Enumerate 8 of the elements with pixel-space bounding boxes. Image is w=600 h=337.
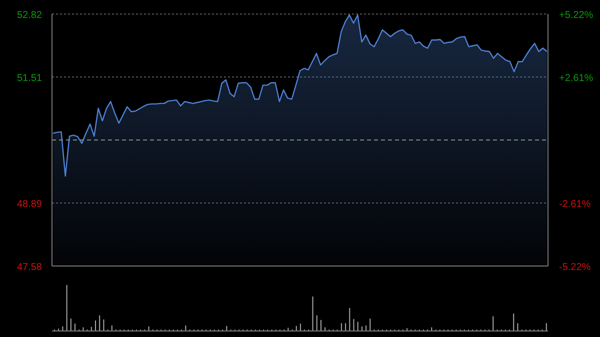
y-tick-label: 52.82 [16,10,42,21]
y-tick-label: 47.58 [16,262,42,273]
y-tick-label: 48.89 [16,199,42,210]
y-tick-label: 51.51 [16,73,42,84]
y2-tick-label: +2.61% [559,73,594,84]
y2-tick-label: -5.22% [559,262,591,273]
y2-tick-label: -2.61% [559,199,591,210]
y2-tick-label: +5.22% [559,10,594,21]
